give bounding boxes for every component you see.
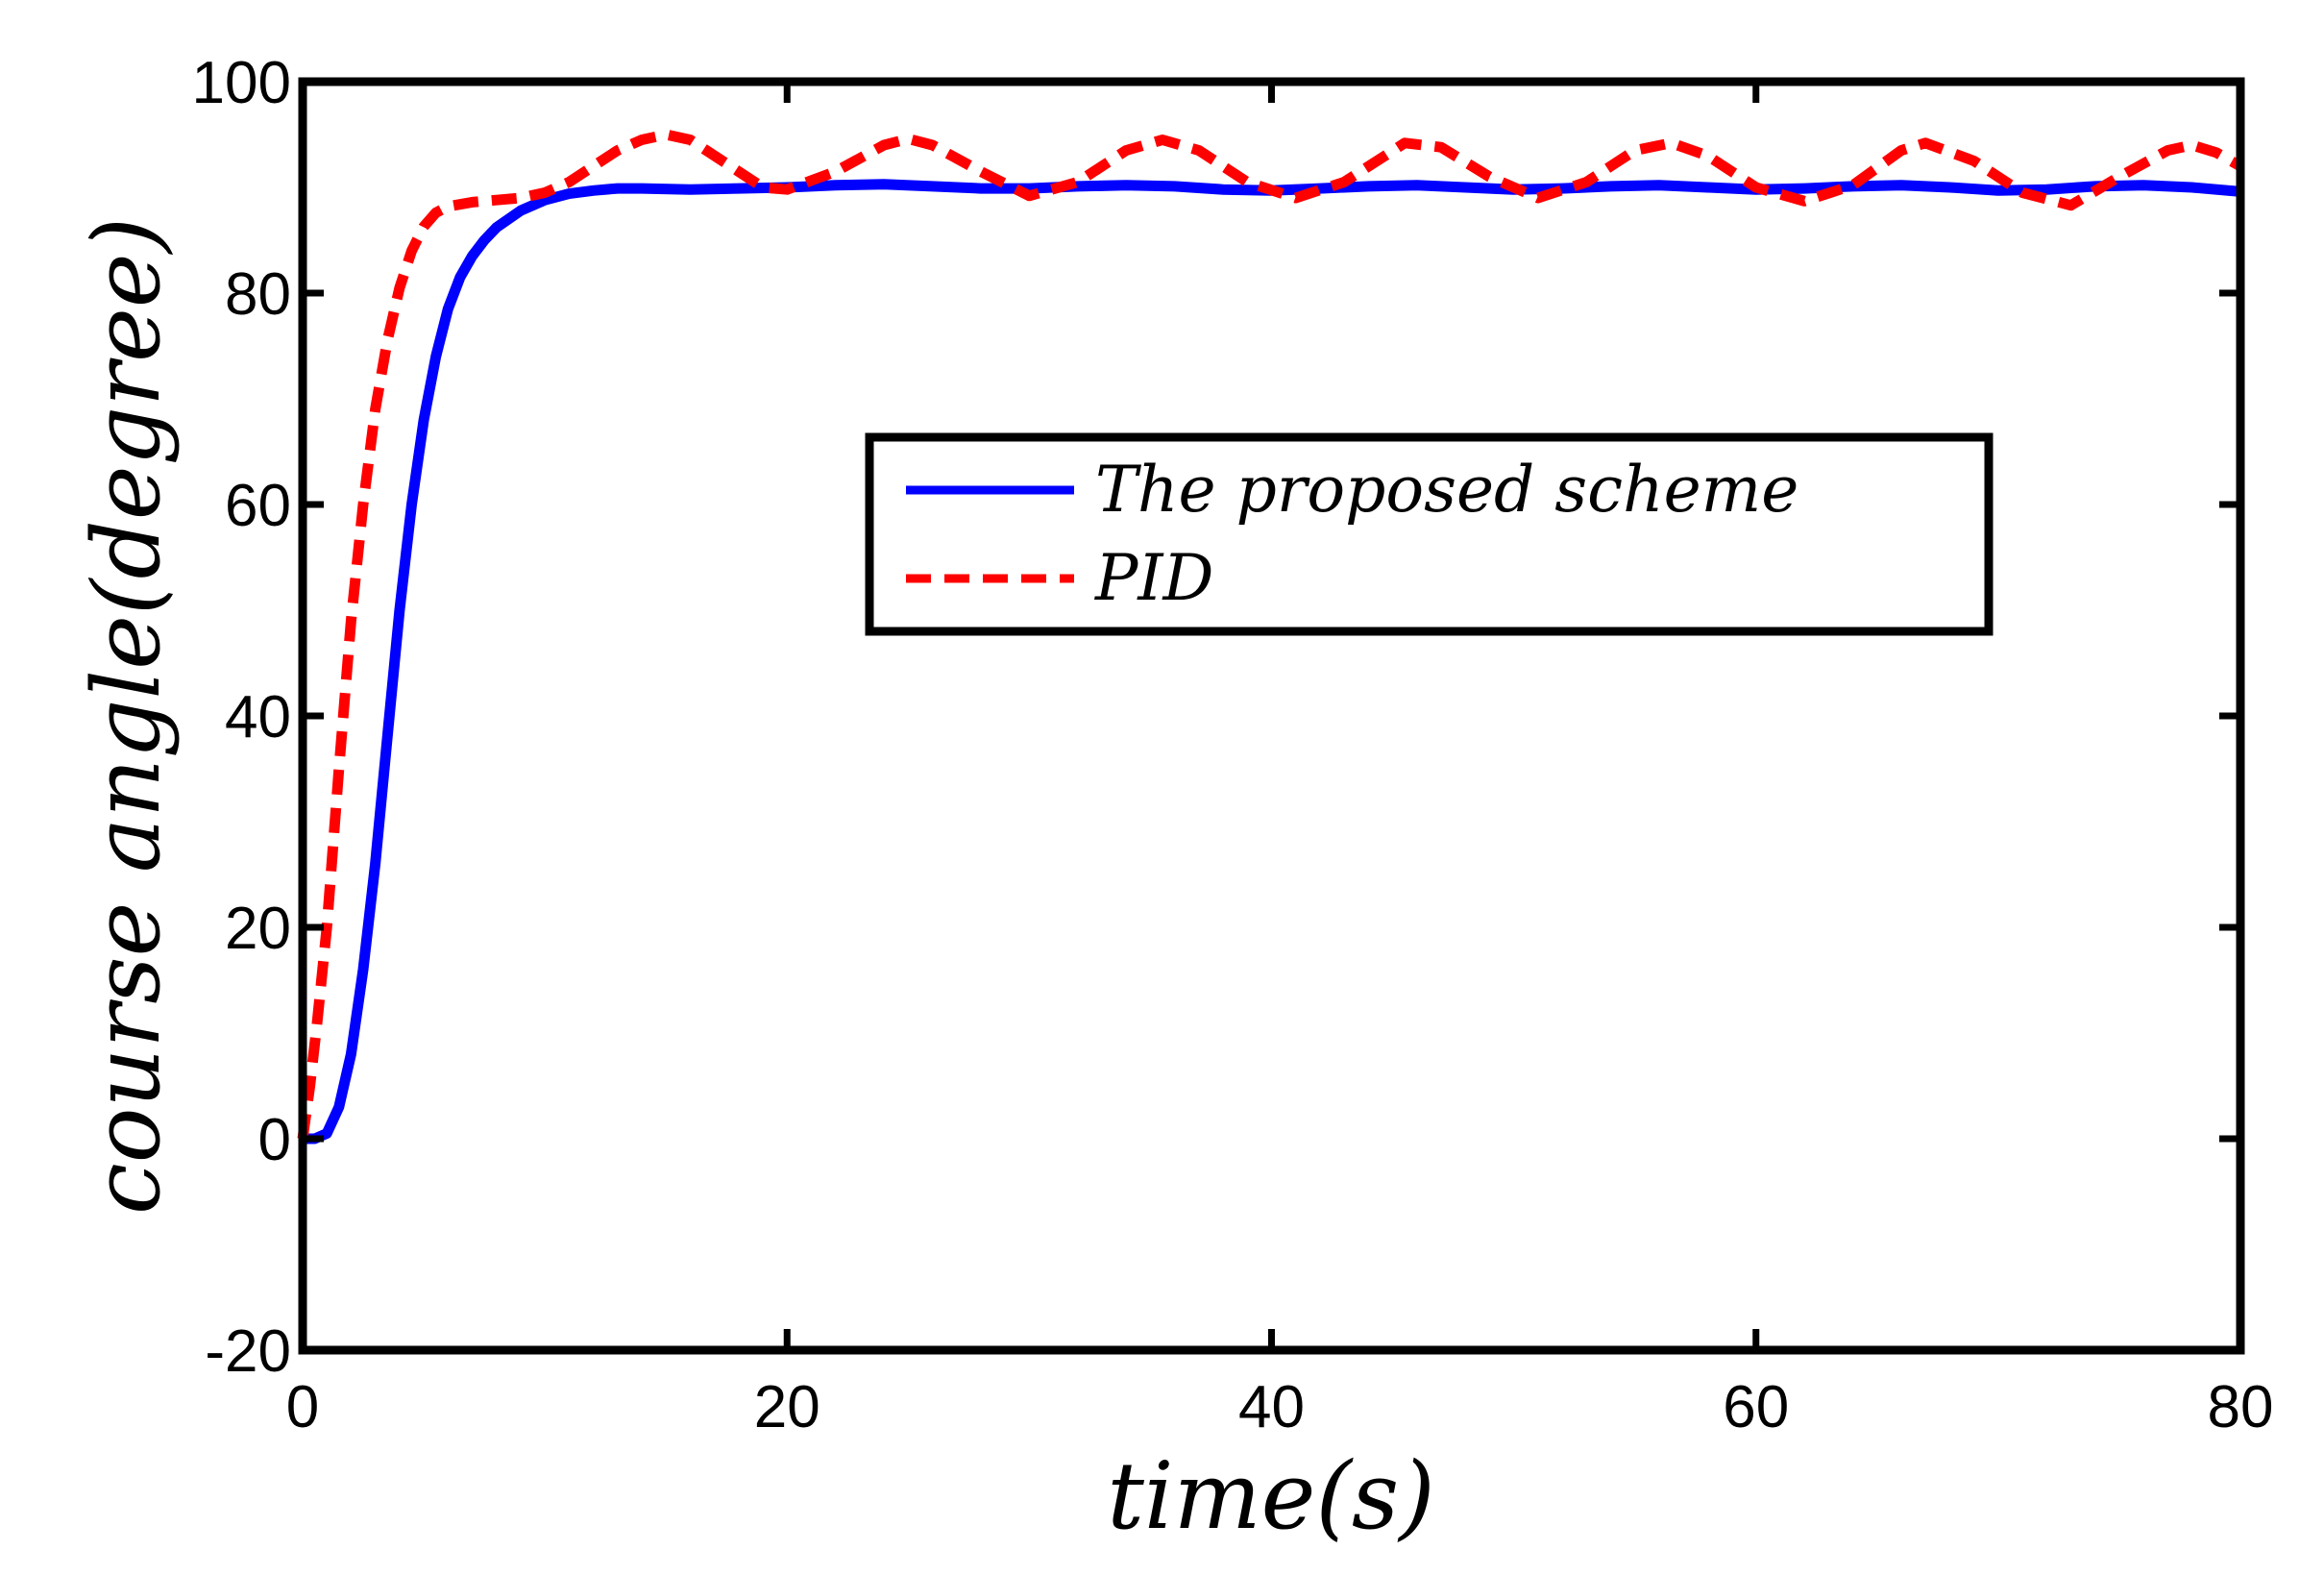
series-line-pid xyxy=(297,129,2243,1140)
y-tick-label: 0 xyxy=(258,1107,291,1173)
x-tick-label: 40 xyxy=(1238,1374,1305,1440)
y-tick-label: 40 xyxy=(225,684,291,751)
x-tick-label: 60 xyxy=(1723,1374,1789,1440)
x-tick-label: 80 xyxy=(2208,1374,2274,1440)
series-layer xyxy=(297,129,2243,1144)
y-tick-label: -20 xyxy=(205,1318,291,1385)
legend-label-proposed: The proposed scheme xyxy=(1095,453,1798,527)
y-tick-label: 80 xyxy=(225,261,291,328)
series-line-proposed xyxy=(303,179,2241,1144)
x-tick-label: 20 xyxy=(754,1374,820,1440)
legend-label-pid: PID xyxy=(1094,541,1213,615)
y-axis-title: course angle(degree) xyxy=(73,217,181,1215)
legend: The proposed scheme PID xyxy=(865,432,1994,636)
y-tick-label: 100 xyxy=(192,50,291,116)
x-tick-label: 0 xyxy=(286,1374,319,1440)
y-tick-label: 20 xyxy=(225,896,291,962)
plot-area xyxy=(303,82,2240,1350)
y-tick-label: 60 xyxy=(225,473,291,539)
x-axis-title: time(s) xyxy=(1107,1442,1434,1550)
legend-box xyxy=(865,432,1994,636)
